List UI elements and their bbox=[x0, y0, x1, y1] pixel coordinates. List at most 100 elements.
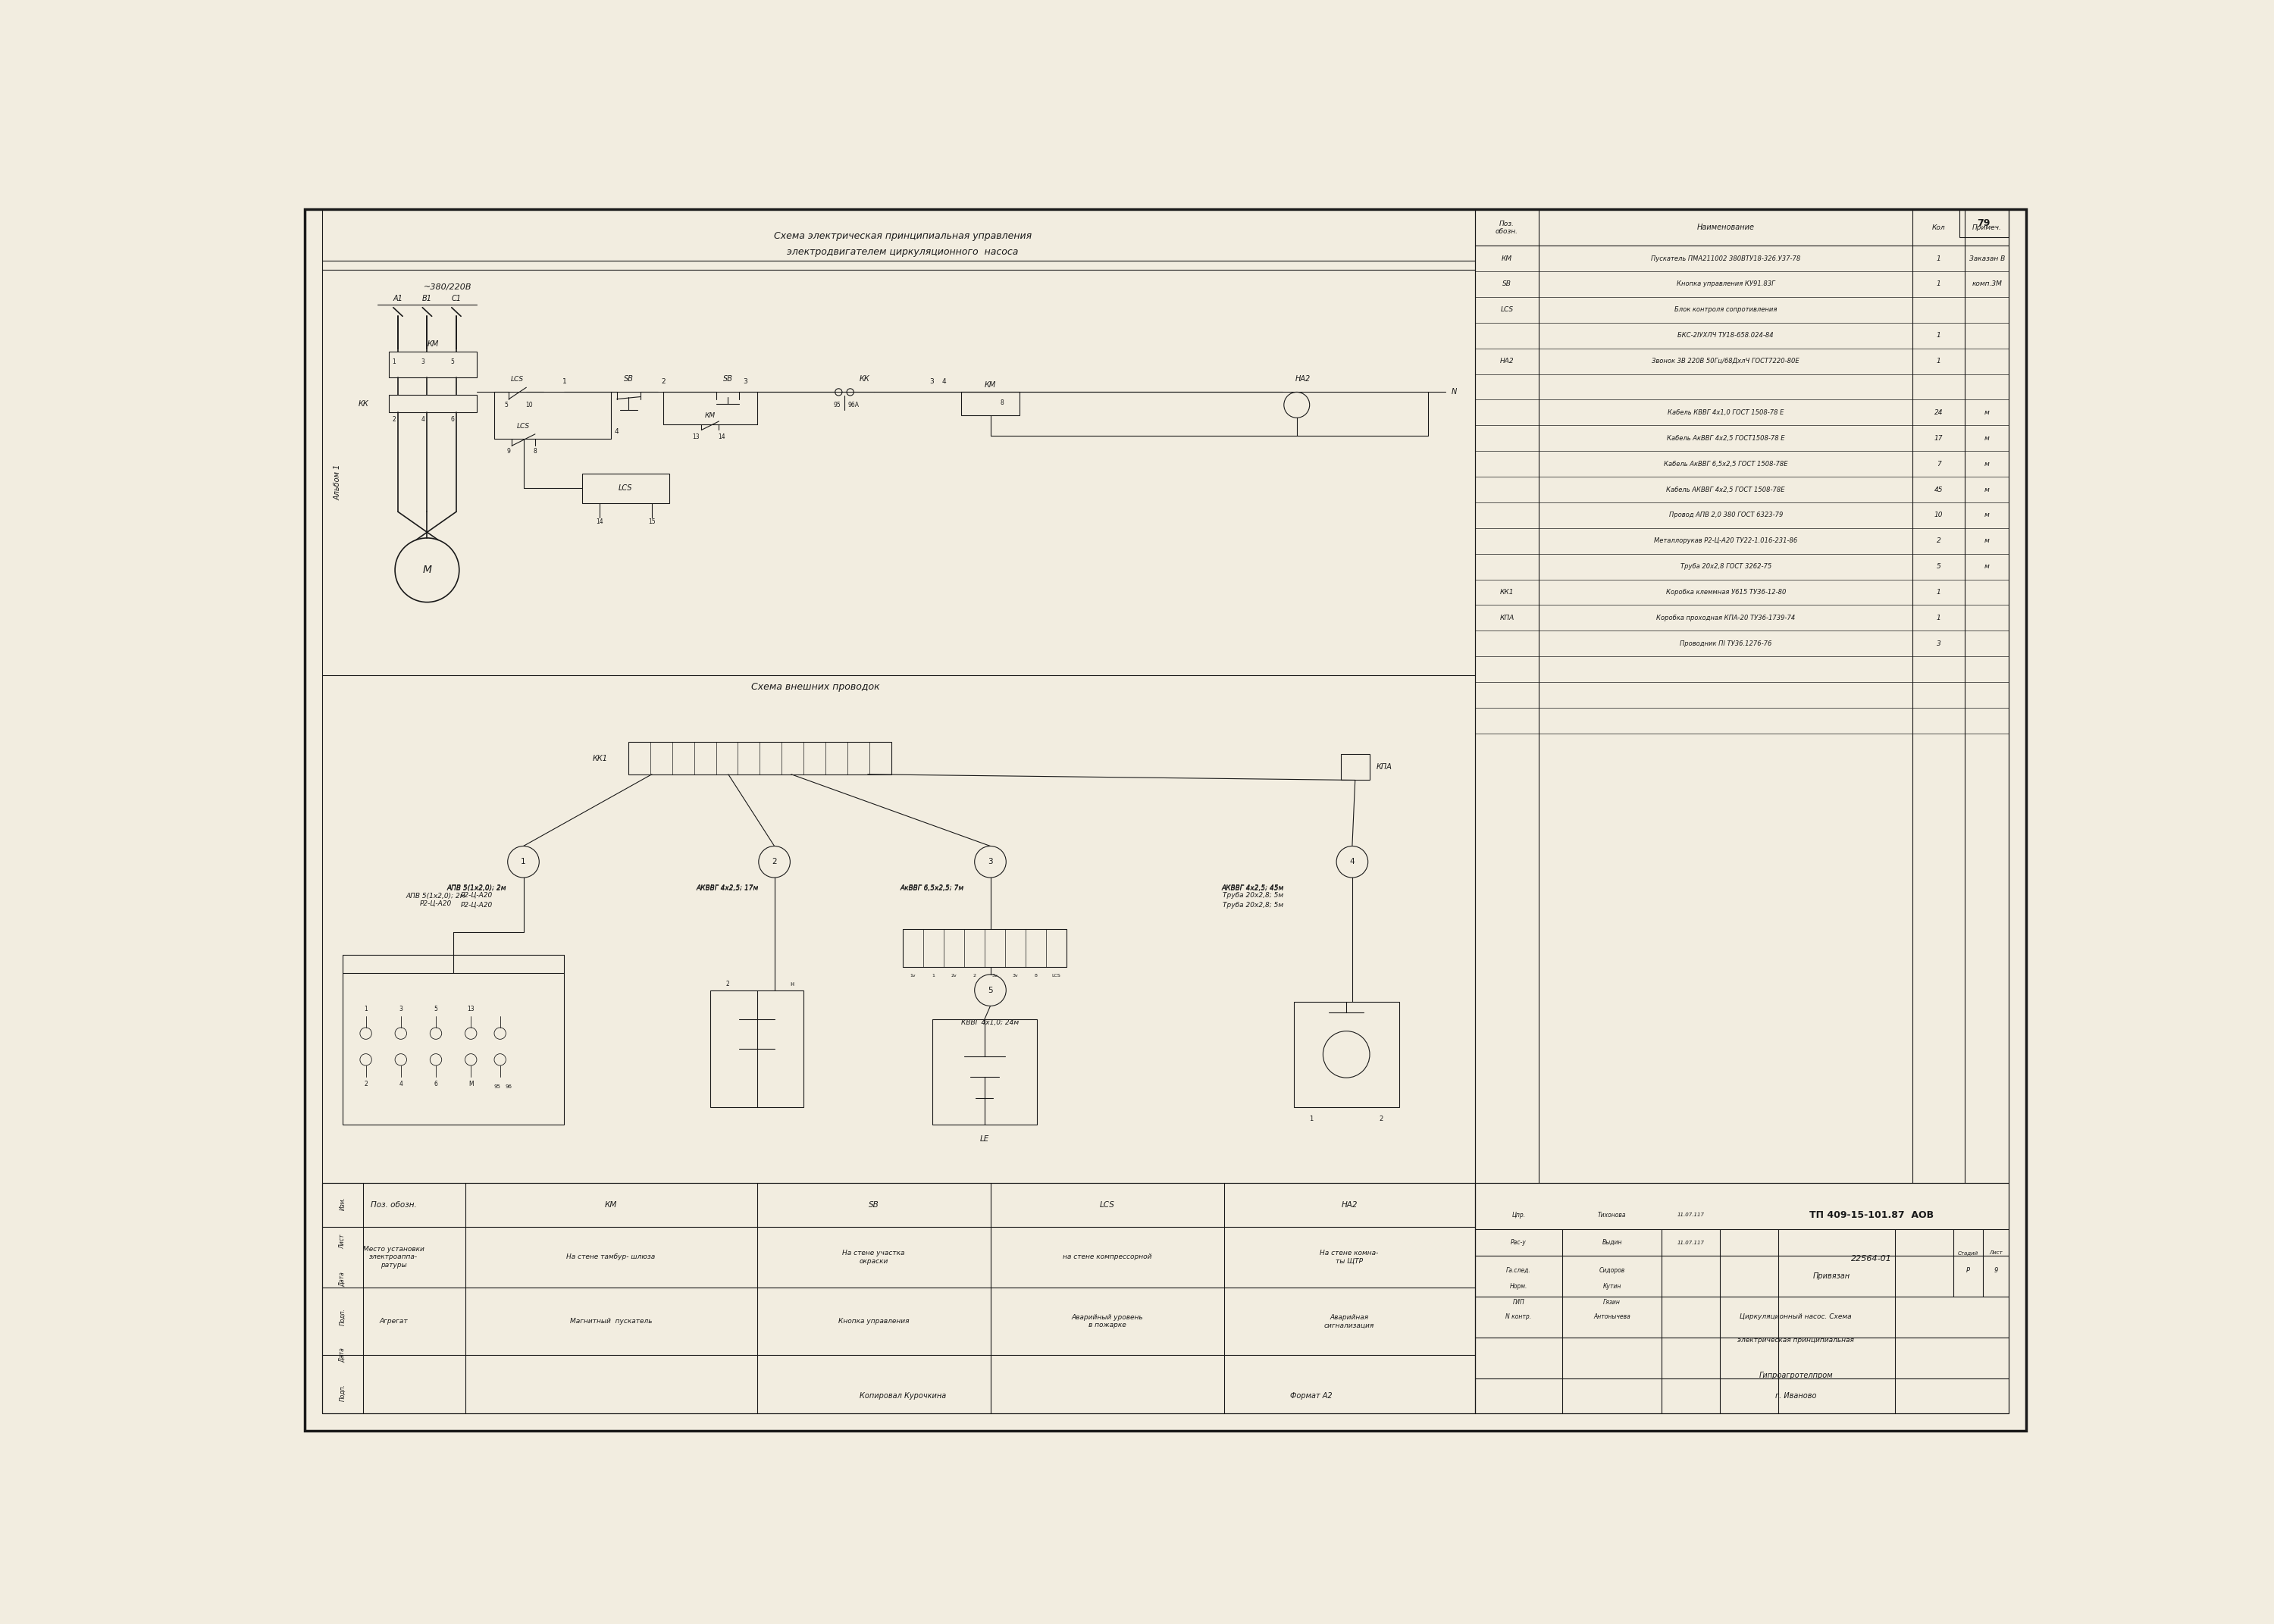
Text: Аварийная
сигнализация: Аварийная сигнализация bbox=[1323, 1314, 1373, 1328]
Text: Га.след.: Га.след. bbox=[1505, 1267, 1530, 1273]
Text: АПВ 5(1х2,0); 2м
Р2-Ц-А20: АПВ 5(1х2,0); 2м Р2-Ц-А20 bbox=[407, 893, 466, 908]
Text: м: м bbox=[1985, 486, 1990, 494]
Text: 11.07.117: 11.07.117 bbox=[1676, 1213, 1706, 1216]
Text: Пускатель ПМА211002 380ВТУ18-326.У37-78: Пускатель ПМА211002 380ВТУ18-326.У37-78 bbox=[1651, 255, 1801, 261]
Text: В1: В1 bbox=[423, 296, 432, 302]
Text: Место установки
электроаппа-
ратуры: Место установки электроаппа- ратуры bbox=[364, 1246, 425, 1268]
Text: м: м bbox=[1985, 461, 1990, 468]
Text: АКВВГ 4х2,5; 45м
Труба 20х2,8; 5м: АКВВГ 4х2,5; 45м Труба 20х2,8; 5м bbox=[1221, 883, 1285, 898]
Text: 2: 2 bbox=[1380, 1116, 1383, 1122]
Text: Заказан В: Заказан В bbox=[1969, 255, 2006, 261]
Text: Проводник ПI ТУ36.1276-76: Проводник ПI ТУ36.1276-76 bbox=[1680, 640, 1771, 646]
Text: А1: А1 bbox=[393, 296, 402, 302]
Text: 1: 1 bbox=[562, 378, 566, 385]
Text: Копировал Курочкина: Копировал Курочкина bbox=[860, 1392, 946, 1400]
Text: 22564-01: 22564-01 bbox=[1851, 1255, 1892, 1262]
Text: 45: 45 bbox=[1935, 486, 1942, 494]
Bar bbox=[962, 391, 1019, 416]
Text: 4: 4 bbox=[941, 378, 946, 385]
Text: Изм.: Изм. bbox=[339, 1197, 346, 1210]
Text: 3v: 3v bbox=[1012, 974, 1019, 978]
Text: АкВВГ 6,5х2,5; 7м: АкВВГ 6,5х2,5; 7м bbox=[901, 885, 964, 892]
Text: НА2: НА2 bbox=[1501, 357, 1514, 365]
Text: 2v: 2v bbox=[951, 974, 957, 978]
Text: Р2-Ц-А20: Р2-Ц-А20 bbox=[462, 901, 493, 908]
Text: 3: 3 bbox=[421, 359, 425, 365]
Text: г. Иваново: г. Иваново bbox=[1776, 1392, 1817, 1400]
Text: 5: 5 bbox=[450, 359, 455, 365]
Bar bbox=[389, 395, 478, 412]
Text: Дата: Дата bbox=[339, 1272, 346, 1286]
Text: Кол: Кол bbox=[1933, 224, 1947, 231]
Text: С1: С1 bbox=[450, 296, 462, 302]
Text: 5: 5 bbox=[987, 986, 994, 994]
Text: SB: SB bbox=[1503, 281, 1512, 287]
Text: Подп.: Подп. bbox=[339, 1309, 346, 1325]
Text: 10: 10 bbox=[1935, 512, 1942, 518]
Bar bbox=[343, 973, 564, 1124]
Text: 9: 9 bbox=[1994, 1267, 1999, 1273]
Text: ТП 409-15-101.87  АОВ: ТП 409-15-101.87 АОВ bbox=[1810, 1210, 1933, 1220]
Text: 6: 6 bbox=[450, 416, 455, 422]
Text: Циркуляционный насос. Схема: Циркуляционный насос. Схема bbox=[1740, 1314, 1851, 1320]
Text: SB: SB bbox=[723, 375, 732, 383]
Text: Лист: Лист bbox=[339, 1234, 346, 1249]
Text: Гязин: Гязин bbox=[1603, 1299, 1621, 1306]
Text: 96: 96 bbox=[505, 1085, 512, 1088]
Text: Сидоров: Сидоров bbox=[1599, 1267, 1626, 1273]
Text: 4: 4 bbox=[421, 416, 425, 422]
Text: 2: 2 bbox=[662, 378, 666, 385]
Text: на стене компрессорной: на стене компрессорной bbox=[1062, 1254, 1151, 1260]
Text: Кабель АКВВГ 4х2,5 ГОСТ 1508-78Е: Кабель АКВВГ 4х2,5 ГОСТ 1508-78Е bbox=[1667, 486, 1785, 494]
Text: Рас-у: Рас-у bbox=[1510, 1239, 1526, 1246]
Text: N: N bbox=[1451, 388, 1458, 396]
Text: Аварийный уровень
в пожарке: Аварийный уровень в пожарке bbox=[1071, 1314, 1144, 1328]
Text: LCS: LCS bbox=[516, 422, 530, 429]
Text: КВВГ 4х1,0; 24м: КВВГ 4х1,0; 24м bbox=[962, 1018, 1019, 1026]
Text: Схема электрическая принципиальная управления: Схема электрическая принципиальная управ… bbox=[773, 231, 1032, 240]
Text: АКВВГ 4х2,5; 17м: АКВВГ 4х2,5; 17м bbox=[696, 883, 760, 892]
Text: 4: 4 bbox=[1351, 857, 1355, 866]
Text: КМ: КМ bbox=[985, 382, 996, 388]
Text: АкВВГ 6,5х2,5; 7м: АкВВГ 6,5х2,5; 7м bbox=[901, 883, 964, 892]
Text: LE: LE bbox=[980, 1135, 989, 1143]
Text: КК1: КК1 bbox=[594, 755, 607, 762]
Text: КК: КК bbox=[359, 400, 368, 408]
Text: Кабель АкВВГ 6,5х2,5 ГОСТ 1508-78Е: Кабель АкВВГ 6,5х2,5 ГОСТ 1508-78Е bbox=[1665, 461, 1787, 468]
Text: НА2: НА2 bbox=[1294, 375, 1310, 383]
Text: м: м bbox=[1985, 538, 1990, 544]
Text: На стене участка
окраски: На стене участка окраски bbox=[841, 1250, 905, 1265]
Text: Привязан: Привязан bbox=[1812, 1272, 1851, 1280]
Text: 5: 5 bbox=[1937, 564, 1942, 570]
Text: КМ: КМ bbox=[1501, 255, 1512, 261]
Text: 96А: 96А bbox=[848, 401, 860, 408]
Text: Цпр.: Цпр. bbox=[1512, 1212, 1526, 1218]
Text: 1: 1 bbox=[932, 974, 935, 978]
Text: Поз.
обозн.: Поз. обозн. bbox=[1496, 221, 1519, 235]
Text: 1: 1 bbox=[1937, 590, 1942, 596]
Text: М: М bbox=[423, 565, 432, 575]
Text: Металлорукав Р2-Ц-А20 ТУ22-1.016-231-86: Металлорукав Р2-Ц-А20 ТУ22-1.016-231-86 bbox=[1653, 538, 1796, 544]
Text: АКВВГ 4х2,5; 45м: АКВВГ 4х2,5; 45м bbox=[1221, 885, 1285, 892]
Text: Лист: Лист bbox=[1990, 1250, 2003, 1255]
Text: 3: 3 bbox=[930, 378, 935, 385]
Text: электродвигателем циркуляционного  насоса: электродвигателем циркуляционного насоса bbox=[787, 247, 1019, 257]
Text: КМ: КМ bbox=[705, 412, 716, 419]
Text: м: м bbox=[1985, 435, 1990, 442]
Text: Магнитный  пускатель: Магнитный пускатель bbox=[571, 1319, 653, 1325]
Text: Формат А2: Формат А2 bbox=[1289, 1392, 1333, 1400]
Text: М: М bbox=[468, 1080, 473, 1088]
Text: 5: 5 bbox=[434, 1005, 437, 1012]
Text: 2: 2 bbox=[391, 416, 396, 422]
Text: БКС-2IУХЛЧ ТУ18-658.024-84: БКС-2IУХЛЧ ТУ18-658.024-84 bbox=[1678, 331, 1774, 339]
Text: 13: 13 bbox=[466, 1005, 475, 1012]
Text: 15: 15 bbox=[648, 518, 655, 525]
Text: АКВВГ 4х2,5; 17м: АКВВГ 4х2,5; 17м bbox=[696, 885, 760, 892]
Text: 2: 2 bbox=[771, 857, 778, 866]
Text: 14: 14 bbox=[596, 518, 603, 525]
Text: 3: 3 bbox=[744, 378, 748, 385]
Text: Антонычева: Антонычева bbox=[1594, 1314, 1630, 1320]
Text: Альбом 1: Альбом 1 bbox=[334, 464, 341, 500]
Text: АПВ 5(1х2,0); 2м: АПВ 5(1х2,0); 2м bbox=[448, 885, 507, 892]
Text: 1: 1 bbox=[391, 359, 396, 365]
